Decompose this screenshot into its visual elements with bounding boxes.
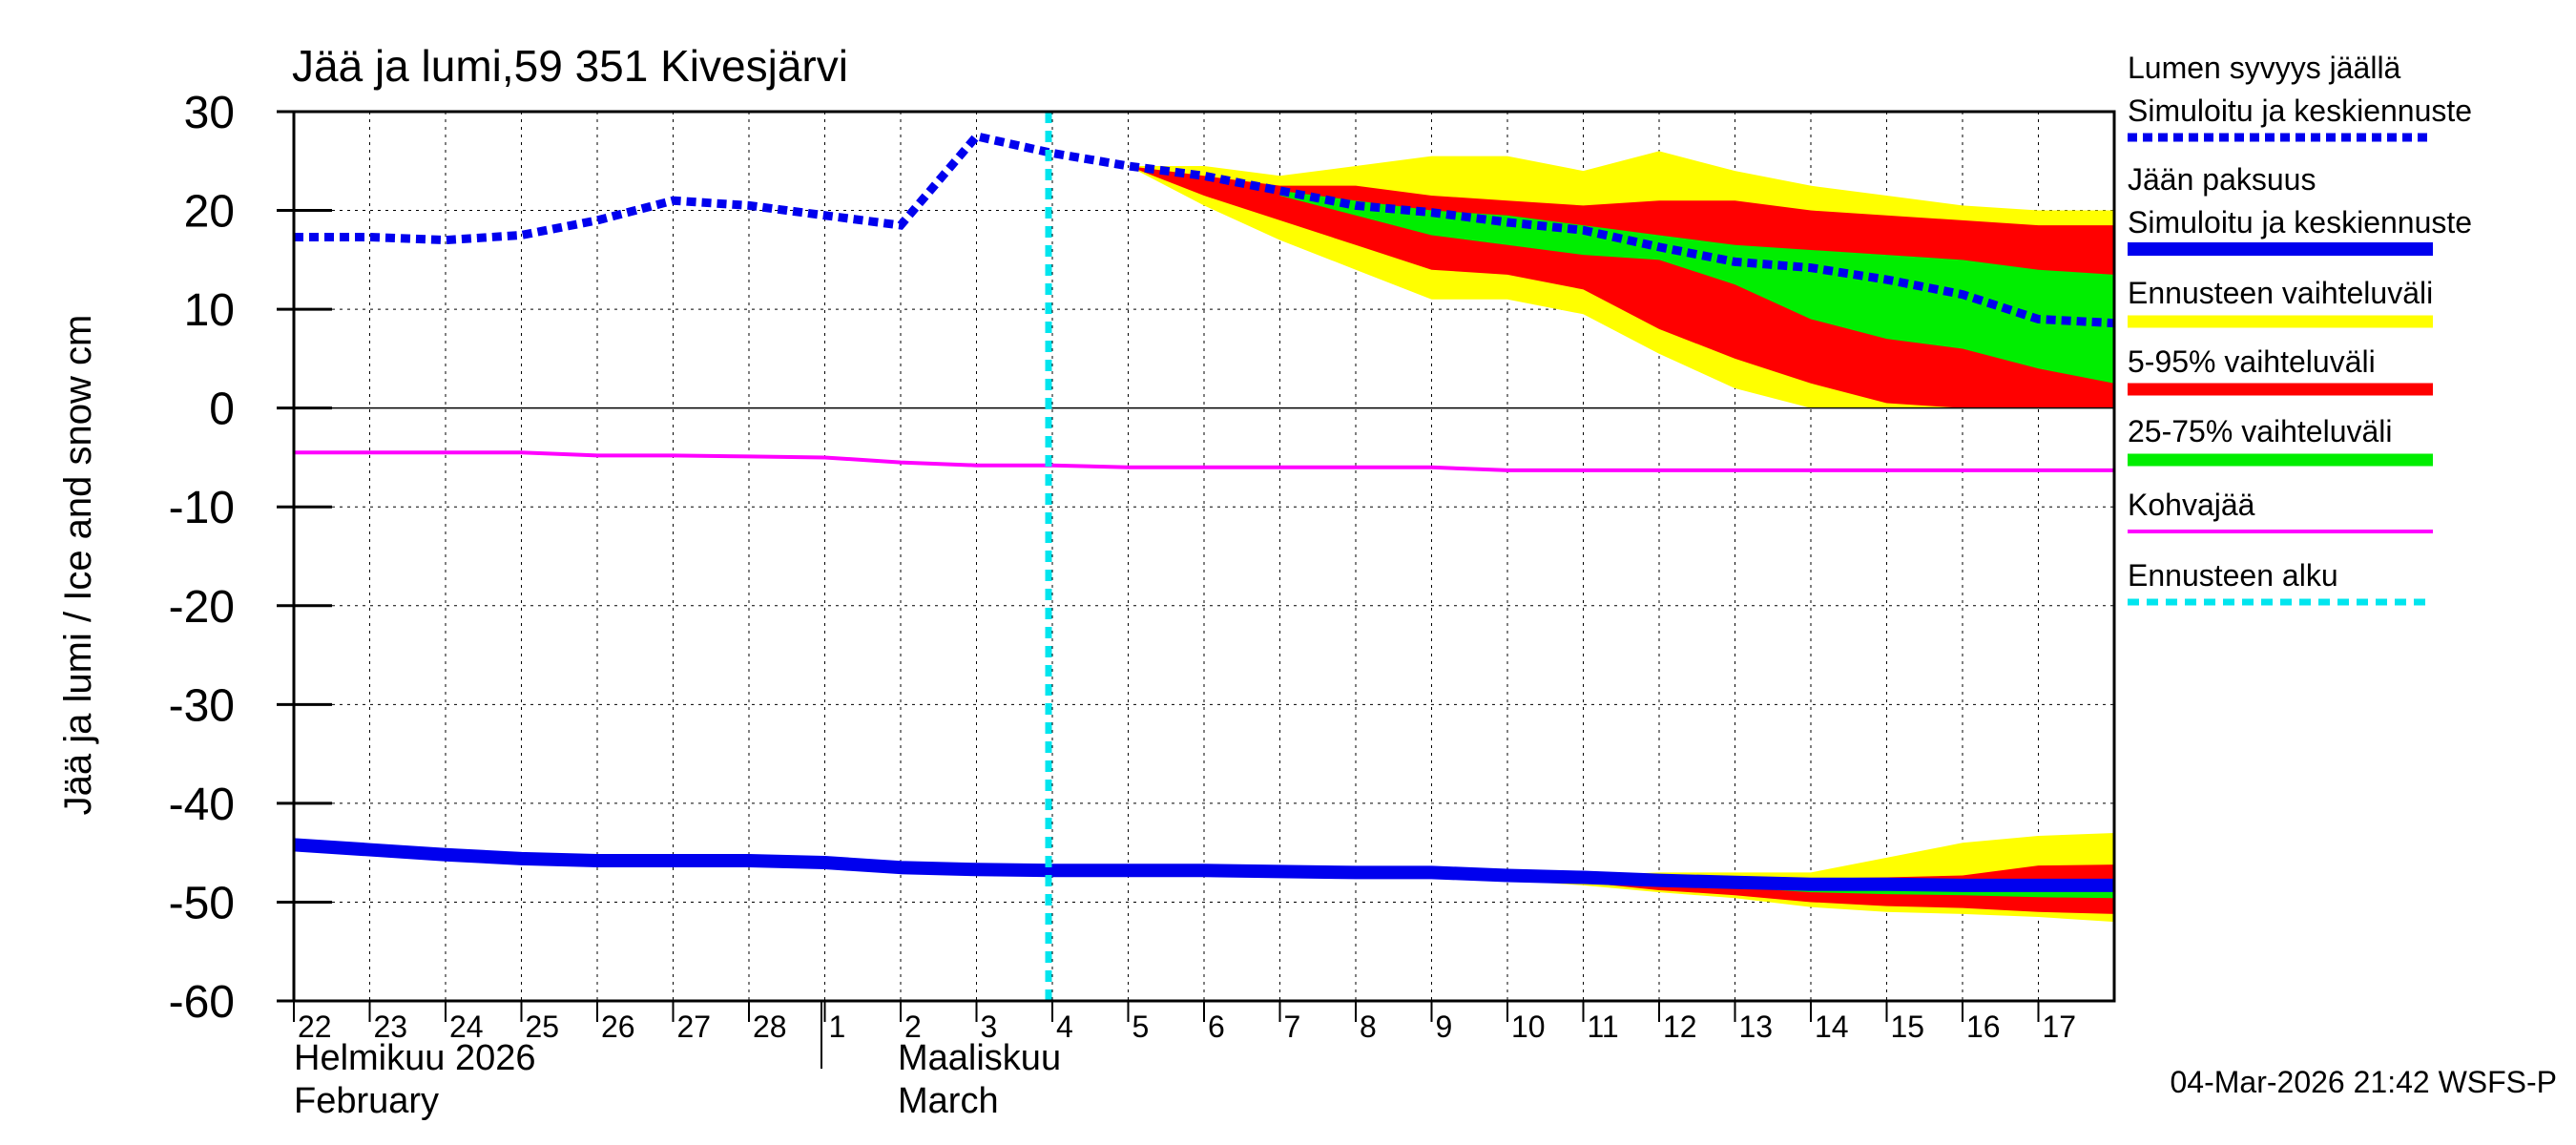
x-tick-label: 6: [1208, 1010, 1225, 1044]
x-tick-label: 11: [1588, 1010, 1619, 1044]
y-tick-label: -50: [169, 878, 235, 928]
x-tick-label: 14: [1815, 1010, 1849, 1044]
x-tick-label: 3: [981, 1010, 998, 1044]
x-tick-label: 28: [753, 1010, 787, 1044]
x-tick-label: 12: [1663, 1010, 1697, 1044]
x-tick-label: 4: [1056, 1010, 1073, 1044]
x-tick-label: 27: [677, 1010, 712, 1044]
y-tick-label: -40: [169, 780, 235, 830]
month-label-mar-en: March: [898, 1081, 999, 1121]
x-tick-label: 1: [829, 1010, 846, 1044]
x-tick-label: 9: [1436, 1010, 1453, 1044]
x-tick-label: 10: [1511, 1010, 1546, 1044]
forecast-bands: [1128, 151, 2114, 923]
x-tick-label: 15: [1891, 1010, 1925, 1044]
y-tick-label: -20: [169, 582, 235, 633]
legend-snow-label-2: Simuloitu ja keskiennuste: [2128, 94, 2472, 128]
timestamp: 04-Mar-2026 21:42 WSFS-P: [2171, 1065, 2558, 1099]
legend-slush-label: Kohvajää: [2128, 488, 2255, 522]
ice-5-95-band: [1128, 864, 2114, 914]
x-tick-label: 7: [1284, 1010, 1301, 1044]
legend-range-label: Ennusteen vaihteluväli: [2128, 276, 2433, 310]
legend-ice-label-1: Jään paksuus: [2128, 162, 2316, 197]
y-tick-label: -30: [169, 680, 235, 731]
chart-title: Jää ja lumi,59 351 Kivesjärvi: [292, 41, 848, 91]
x-tick-label: 17: [2043, 1010, 2077, 1044]
snow-5-95-band: [1128, 165, 2114, 408]
ice-thickness-line: [293, 838, 2114, 892]
legend-ice-label-2: Simuloitu ja keskiennuste: [2128, 205, 2472, 239]
x-tick-label: 25: [526, 1010, 560, 1044]
x-tick-label: 8: [1360, 1010, 1377, 1044]
month-label-feb-en: February: [294, 1081, 439, 1121]
legend: Lumen syvyys jäällä Simuloitu ja keskien…: [2128, 51, 2472, 606]
legend-forecast-start-label: Ennusteen alku: [2128, 558, 2338, 593]
legend-p25-75-label: 25-75% vaihteluväli: [2128, 414, 2393, 448]
x-tick-label: 2: [904, 1010, 922, 1044]
legend-p5-95-label: 5-95% vaihteluväli: [2128, 344, 2376, 379]
y-tick-label: 0: [209, 385, 235, 435]
legend-snow-label-1: Lumen syvyys jäällä: [2128, 51, 2401, 85]
y-tick-label: -60: [169, 977, 235, 1028]
y-tick-label: 30: [184, 88, 235, 138]
x-tick-label: 24: [449, 1010, 484, 1044]
x-tick-label: 5: [1132, 1010, 1150, 1044]
month-label-feb-fi: Helmikuu 2026: [294, 1038, 535, 1078]
month-label-mar-fi: Maaliskuu: [898, 1038, 1061, 1078]
x-tick-label: 22: [298, 1010, 332, 1044]
x-tick-label: 16: [1966, 1010, 2001, 1044]
x-tick-label: 13: [1739, 1010, 1774, 1044]
snow-depth-line: [294, 131, 2115, 328]
snow-25-75-band: [1279, 190, 2114, 384]
x-tick-label: 26: [601, 1010, 635, 1044]
y-tick-label: 20: [184, 187, 235, 238]
y-tick-label: -10: [169, 483, 235, 533]
x-tick-label: 23: [374, 1010, 408, 1044]
slush-ice-line: [294, 450, 2114, 472]
y-tick-label: 10: [184, 285, 235, 336]
y-axis-label: Jää ja lumi / Ice and snow cm: [57, 315, 99, 816]
